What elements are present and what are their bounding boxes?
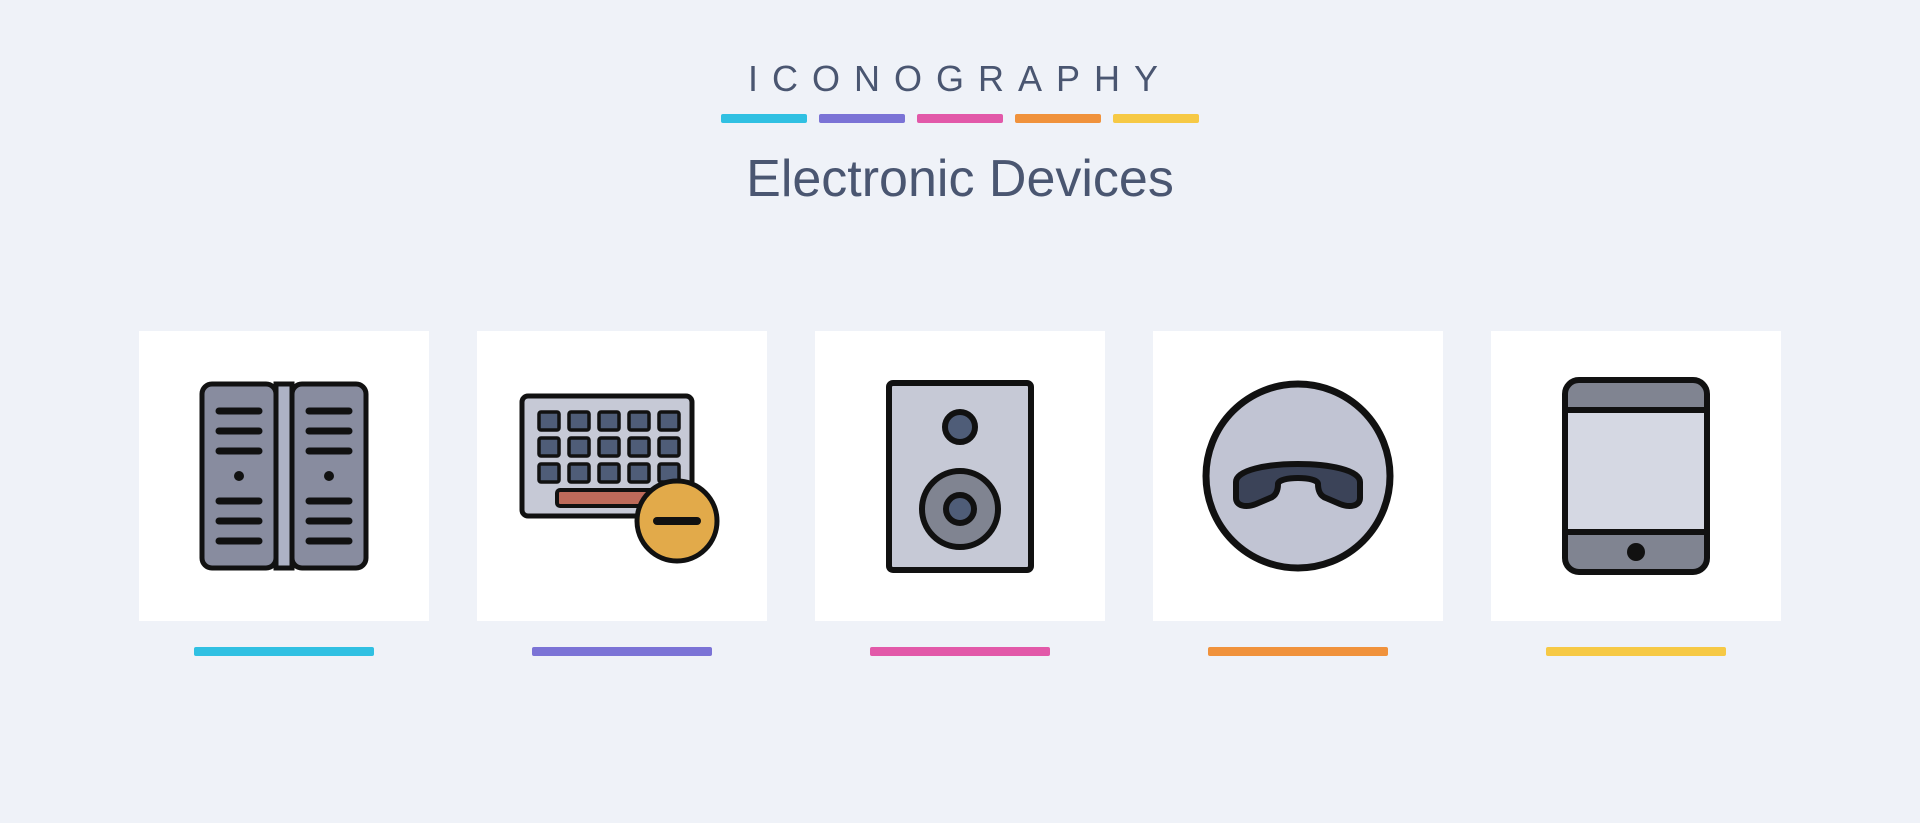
icon-card — [1153, 331, 1443, 621]
card-underline — [194, 647, 374, 656]
card-underline — [532, 647, 712, 656]
header-stripes — [721, 114, 1199, 123]
card-underline — [1208, 647, 1388, 656]
icon-card — [477, 331, 767, 621]
card-row — [139, 331, 1781, 656]
header-title: ICONOGRAPHY — [721, 58, 1199, 100]
icon-card — [1491, 331, 1781, 621]
stripe — [819, 114, 905, 123]
stripe — [1015, 114, 1101, 123]
icon-card — [139, 331, 429, 621]
end-call-icon — [1198, 376, 1398, 576]
card-underline — [870, 647, 1050, 656]
speaker-icon — [885, 379, 1035, 574]
server-racks-icon — [199, 381, 369, 571]
stripe — [917, 114, 1003, 123]
tablet-icon — [1561, 376, 1711, 576]
header-subtitle: Electronic Devices — [721, 149, 1199, 209]
stripe — [721, 114, 807, 123]
keyboard-remove-icon — [517, 386, 727, 566]
icon-card — [815, 331, 1105, 621]
stripe — [1113, 114, 1199, 123]
card-underline — [1546, 647, 1726, 656]
